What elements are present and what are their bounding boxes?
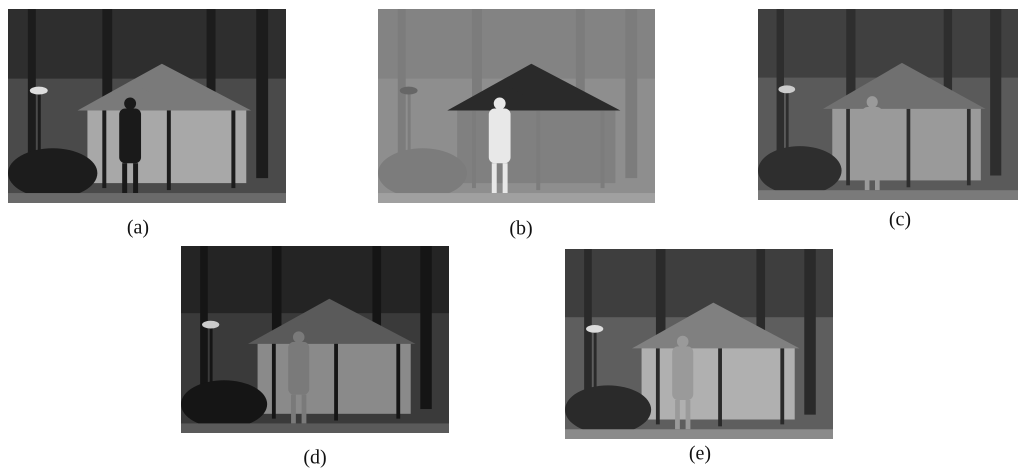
image-a [8,9,286,203]
panel-label: (c) [889,209,911,231]
panel-label: (e) [689,443,711,465]
panel-label: (b) [509,218,532,240]
figure: (a) (b) (c) (d) (e) [0,0,1025,470]
image-d [181,246,449,433]
panel-label: (d) [303,447,326,469]
image-b [378,9,655,203]
panel-label: (a) [127,217,149,239]
image-e [565,249,833,439]
image-c [758,9,1018,200]
